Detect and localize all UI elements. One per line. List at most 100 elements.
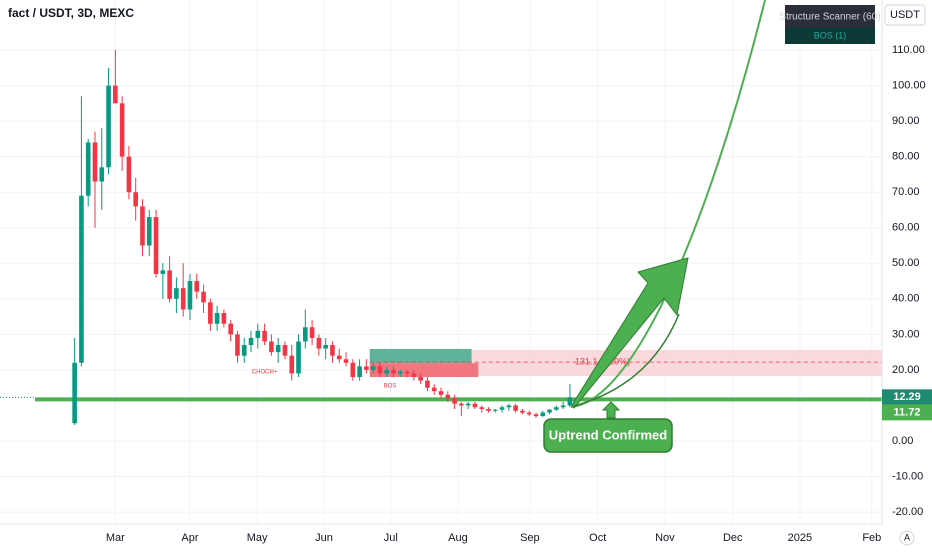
callout-box <box>543 418 673 453</box>
candle-body <box>431 387 437 392</box>
candle-body <box>350 362 356 378</box>
candle-body <box>391 369 396 374</box>
x-tick-label: Oct <box>589 532 606 544</box>
candle-body <box>167 270 172 299</box>
callout-text: Uptrend Confirmed <box>549 427 668 442</box>
price-badge <box>882 389 932 406</box>
candle-body <box>343 359 349 363</box>
x-tick-label: Dec <box>723 532 743 544</box>
fib-label: 131.1 <box>575 356 598 366</box>
candle-body <box>316 337 322 349</box>
candle-body <box>540 412 546 417</box>
candle-body <box>520 410 525 413</box>
candle-body <box>174 288 179 299</box>
candle-body <box>133 192 138 207</box>
y-tick-label: 90.00 <box>892 115 920 127</box>
candle-body <box>303 327 308 342</box>
candle-body <box>336 355 342 360</box>
x-tick-label: Feb <box>862 532 881 544</box>
fib-pct: (60%) <box>606 356 630 366</box>
candle-body <box>547 409 552 413</box>
candle-body <box>438 391 444 395</box>
candle-body <box>99 167 105 182</box>
candle-body <box>513 405 518 411</box>
candle-body <box>533 414 539 417</box>
auto-button[interactable] <box>899 530 915 546</box>
candle-body <box>113 85 118 104</box>
candle-body <box>364 366 369 370</box>
candle-body <box>275 345 281 353</box>
candle-body <box>255 330 261 338</box>
candle-body <box>153 217 159 274</box>
candle-body <box>492 409 498 411</box>
candle-body <box>269 341 274 353</box>
x-tick-label: Jul <box>384 532 398 544</box>
y-tick-label: -20.00 <box>892 506 923 518</box>
candle-body <box>119 103 125 157</box>
candle-body <box>262 330 267 342</box>
candle-body <box>499 407 505 410</box>
x-tick-label: Mar <box>106 532 125 544</box>
candle-body <box>357 366 362 378</box>
y-tick-label: 50.00 <box>892 257 920 269</box>
candle-body <box>72 362 77 424</box>
y-tick-label: 0.00 <box>892 435 913 447</box>
candle-body <box>330 345 335 356</box>
callout-pointer <box>601 401 621 419</box>
candle-body <box>404 371 410 374</box>
candle-body <box>85 142 91 196</box>
y-tick-label: 30.00 <box>892 328 920 340</box>
candle-body <box>214 313 220 324</box>
currency-button[interactable] <box>884 4 926 26</box>
candle-body <box>486 409 491 411</box>
auto-label[interactable]: A <box>904 532 910 542</box>
candle-body <box>92 142 98 182</box>
candle-body <box>377 366 383 374</box>
x-tick-label: 2025 <box>788 532 812 544</box>
candle-body <box>221 313 227 324</box>
candle-body <box>194 281 200 292</box>
y-tick-label: 80.00 <box>892 151 920 163</box>
candle-body <box>296 341 301 374</box>
candle-body <box>79 195 84 363</box>
y-tick-label: 20.00 <box>892 364 920 376</box>
y-tick-label: 60.00 <box>892 222 920 234</box>
candle-body <box>180 288 186 310</box>
y-tick-label: -10.00 <box>892 470 923 482</box>
price-badge-label: 12.29 <box>893 391 921 403</box>
candle-body <box>479 407 485 410</box>
candle-body <box>506 405 512 408</box>
candle-body <box>560 405 566 408</box>
candle-body <box>384 369 390 374</box>
candle-body <box>526 412 532 415</box>
structure-label: CHOCH+ <box>252 369 278 375</box>
candle-body <box>208 302 213 324</box>
candle-body <box>472 403 478 408</box>
scanner-row <box>785 28 875 44</box>
x-tick-label: Aug <box>448 532 468 544</box>
scanner-title: Structure Scanner (60) <box>779 12 880 23</box>
up-arrow <box>571 257 689 409</box>
x-tick-label: Sep <box>520 532 540 544</box>
currency-label[interactable]: USDT <box>890 9 920 21</box>
x-tick-label: Nov <box>655 532 675 544</box>
price-badge-label: 11.72 <box>894 406 921 418</box>
candle-body <box>425 380 430 388</box>
candle-body <box>323 345 328 349</box>
y-tick-label: 110.00 <box>892 44 925 56</box>
candle-body <box>126 156 132 193</box>
candle-body <box>201 291 206 303</box>
candle-body <box>289 355 295 374</box>
candle-body <box>459 403 464 406</box>
y-tick-label: 100.00 <box>892 79 926 91</box>
scanner-item: BOS (1) <box>814 30 847 40</box>
y-tick-label: 40.00 <box>892 293 920 305</box>
arrow-edge <box>573 313 680 407</box>
candle-body <box>140 206 145 246</box>
candle-body <box>452 398 457 404</box>
candle-body <box>241 345 247 356</box>
candle-body <box>228 323 233 335</box>
candle-body <box>160 270 166 274</box>
